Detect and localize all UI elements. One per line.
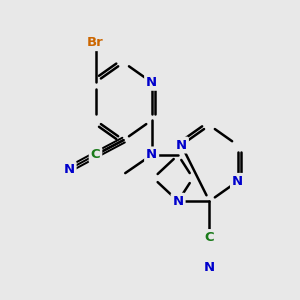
Text: C: C xyxy=(91,148,100,161)
Text: Br: Br xyxy=(87,36,104,49)
Text: N: N xyxy=(146,76,157,89)
Text: C: C xyxy=(205,231,214,244)
Text: N: N xyxy=(146,148,157,161)
Text: N: N xyxy=(64,163,75,176)
Text: N: N xyxy=(176,139,187,152)
Text: N: N xyxy=(232,175,243,188)
Text: N: N xyxy=(204,261,215,274)
Text: N: N xyxy=(172,195,184,208)
